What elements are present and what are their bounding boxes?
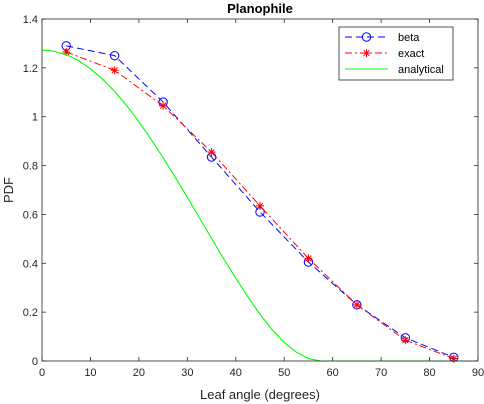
x-tick-label: 50 [278, 367, 290, 379]
legend-entry-exact: exact [345, 48, 424, 60]
series-exact [62, 47, 458, 363]
legend-marker-exact [362, 49, 371, 57]
x-tick-label: 40 [230, 367, 242, 379]
y-tick-label: 1.4 [23, 14, 38, 26]
y-tick-label: 1.2 [23, 63, 38, 75]
x-tick-label: 20 [133, 367, 145, 379]
y-axis-label: PDF [1, 177, 16, 203]
x-tick-label: 90 [472, 367, 484, 379]
legend-entry-beta: beta [345, 32, 420, 44]
data-point-exact [256, 201, 264, 210]
y-tick-label: 0.6 [23, 209, 38, 221]
data-point-beta [352, 300, 362, 310]
data-point-exact [449, 354, 458, 363]
data-point-beta [109, 50, 120, 61]
x-tick-label: 60 [327, 367, 339, 379]
x-tick-label: 30 [181, 367, 193, 379]
x-axis-label: Leaf angle (degrees) [200, 387, 320, 402]
y-tick-label: 0.4 [23, 258, 38, 270]
y-tick-label: 0.8 [23, 161, 38, 173]
x-tick-label: 10 [84, 367, 96, 379]
legend-label-exact: exact [398, 48, 424, 60]
data-point-exact [352, 300, 361, 309]
y-tick-label: 1 [32, 112, 38, 124]
plot-frame [41, 18, 479, 362]
data-point-exact [401, 336, 410, 345]
legend-entry-analytical: analytical [345, 64, 444, 76]
x-tick-label: 70 [375, 367, 387, 379]
data-point-exact [62, 47, 71, 56]
chart-title: Planophile [227, 1, 293, 16]
x-tick-label: 80 [423, 367, 435, 379]
legend-marker-beta [361, 32, 372, 42]
data-point-exact [207, 148, 216, 157]
x-tick-label: 0 [39, 367, 45, 379]
legend-label-analytical: analytical [398, 64, 444, 76]
data-point-exact [159, 101, 168, 110]
ticks-layer: 0 10 20 30 40 50 60 70 80 90 0 0.2 0.4 0.6 0.8 1 1.2 1.4 [23, 14, 484, 379]
data-point-exact [304, 254, 313, 263]
legend: beta exact analytical [338, 26, 454, 81]
legend-label-beta: beta [398, 32, 420, 44]
y-tick-label: 0.2 [23, 307, 38, 319]
legend-box [338, 26, 454, 81]
data-point-exact [110, 66, 119, 75]
y-tick-label: 0 [32, 356, 38, 368]
series-line-beta [66, 45, 454, 358]
